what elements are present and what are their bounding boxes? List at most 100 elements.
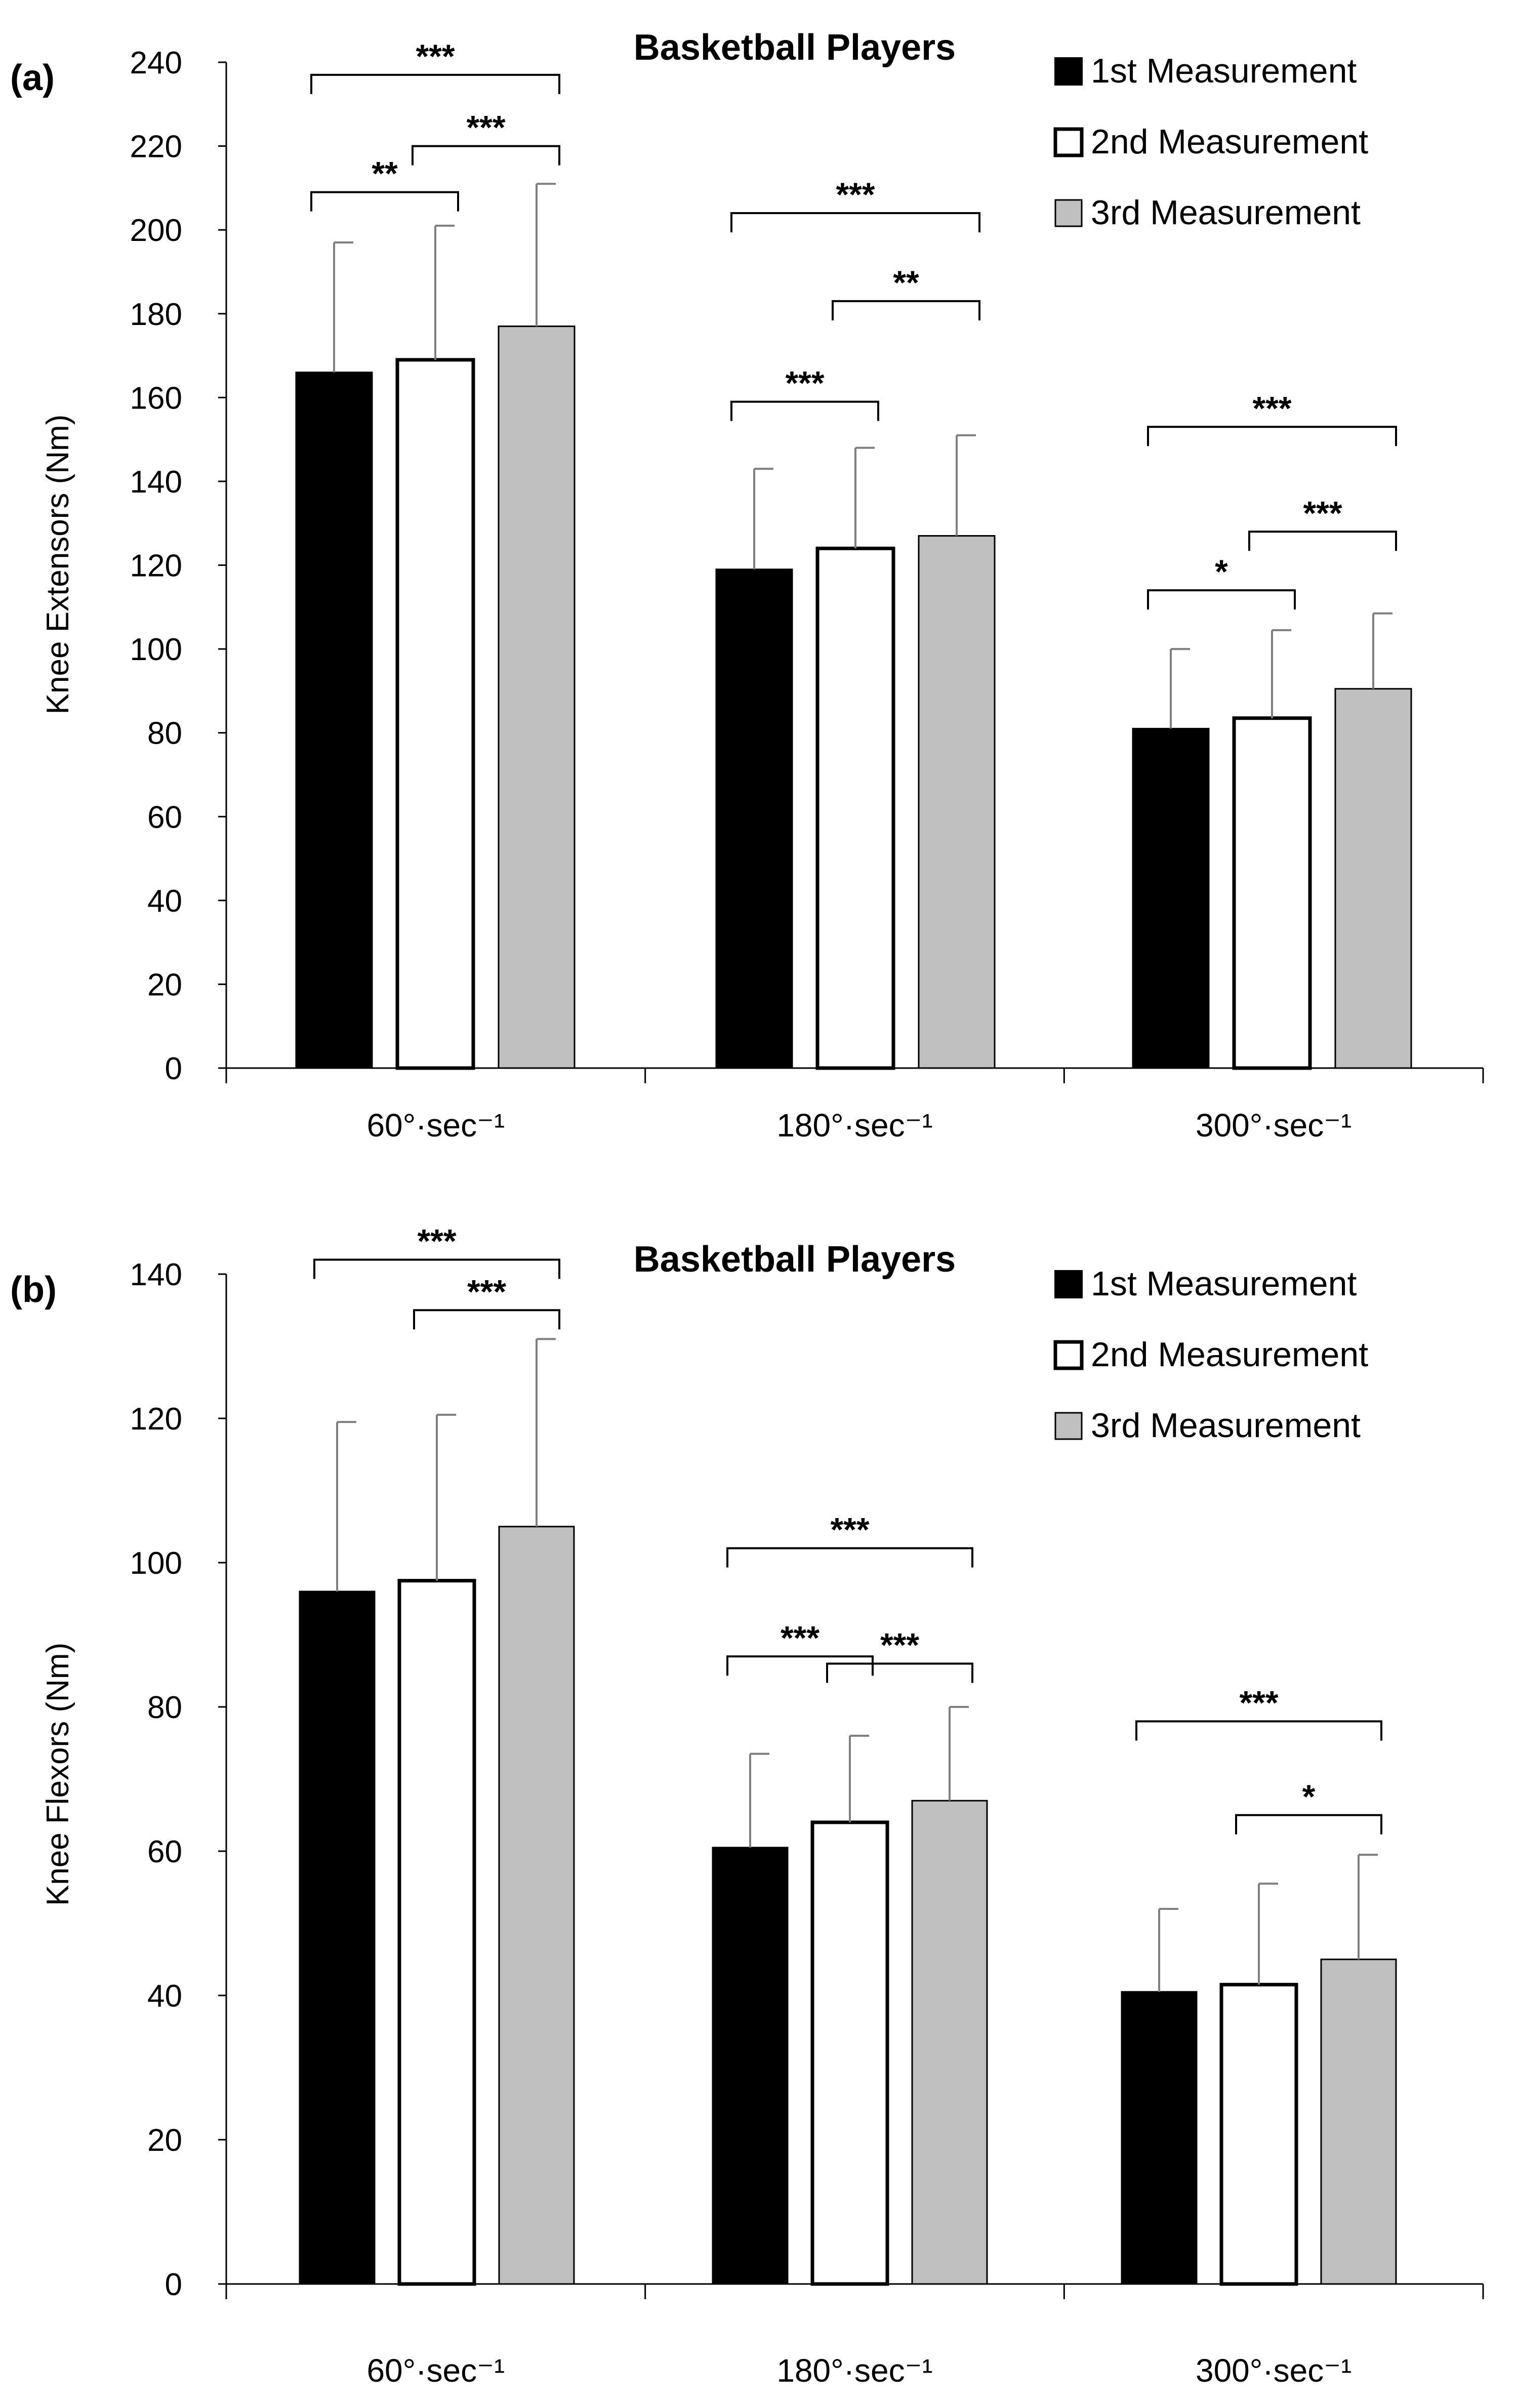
panel-b-error-bar-60-2nd bbox=[436, 1413, 456, 1581]
panel-a-significance-label: *** bbox=[1252, 389, 1291, 427]
panel-b-significance-label: *** bbox=[880, 1626, 919, 1664]
panel-b-y-tick-label: 60 bbox=[147, 1834, 182, 1869]
panel-b-bars bbox=[299, 1338, 1397, 2286]
panel-a-significance-line bbox=[730, 400, 879, 421]
panel-b-y-axis-label: Knee Flexors (Nm) bbox=[40, 1643, 75, 1906]
panel-b-legend-label-3rd: 3rd Measurement bbox=[1091, 1406, 1361, 1445]
panel-a-legend-label-3rd: 3rd Measurement bbox=[1091, 193, 1361, 232]
panel-b-significance-label: *** bbox=[467, 1273, 506, 1310]
panel-a-label: (a) bbox=[10, 58, 55, 98]
panel-a-bar-300-3rd bbox=[1334, 688, 1412, 1069]
panel-a-error-bar-300-3rd bbox=[1372, 612, 1392, 689]
panel-a-significance: *********************** bbox=[310, 37, 1397, 610]
panel-b-significance-bracket: *** bbox=[1135, 1684, 1382, 1741]
panel-a-y-axis-label: Knee Extensors (Nm) bbox=[40, 415, 75, 715]
panel-a-error-bar-300-2nd bbox=[1271, 629, 1291, 718]
panel-a-legend-swatch-1st bbox=[1054, 57, 1083, 86]
panel-b-significance-bracket: * bbox=[1235, 1778, 1382, 1834]
panel-a-legend-label-1st: 1st Measurement bbox=[1091, 52, 1357, 90]
panel-a-error-bar-60-2nd bbox=[434, 224, 455, 360]
panel-b-bar-300-3rd bbox=[1320, 1958, 1397, 2285]
panel-a-y-tick-label: 20 bbox=[147, 967, 182, 1002]
panel-a-significance-bracket: * bbox=[1147, 553, 1296, 610]
panel-a-significance-label: ** bbox=[893, 264, 919, 301]
panel-a-significance-label: * bbox=[1215, 553, 1228, 590]
panel-a-significance-bracket: ** bbox=[310, 155, 459, 212]
panel-b-significance-label: *** bbox=[417, 1222, 456, 1260]
panel-b-y-tick-label: 120 bbox=[130, 1402, 182, 1437]
panel-a-legend-swatch-2nd bbox=[1053, 127, 1084, 157]
panel-a-significance-line bbox=[832, 300, 980, 320]
panel-a-title: Basketball Players bbox=[634, 27, 956, 68]
panel-a-significance-label: *** bbox=[466, 109, 505, 146]
panel-a-error-bar-180-2nd bbox=[854, 446, 875, 549]
panel-b-significance-label: *** bbox=[781, 1619, 820, 1656]
panel-a-significance-line bbox=[730, 212, 980, 233]
panel-b-error-bar-300-2nd bbox=[1258, 1883, 1278, 1985]
panel-a-significance-label: *** bbox=[416, 37, 455, 75]
panel-a-y-tick-label: 60 bbox=[147, 800, 182, 835]
panel-a-legend-swatch-3rd bbox=[1054, 199, 1083, 227]
panel-a-category-label-180: 180°·sec⁻¹ bbox=[776, 1107, 932, 1144]
panel-b-y-tick-label: 140 bbox=[130, 1257, 182, 1292]
panel-b-label: (b) bbox=[10, 1270, 57, 1310]
panel-a-y-tick-label: 180 bbox=[130, 297, 182, 332]
panel-b-significance-bracket: *** bbox=[726, 1511, 973, 1568]
panel-a-y-tick-label: 0 bbox=[165, 1051, 182, 1086]
panel-b-bar-60-2nd bbox=[397, 1579, 476, 2286]
panel-b-error-bar-300-1st bbox=[1158, 1908, 1178, 1992]
panel-b-significance-line bbox=[413, 1309, 560, 1330]
panel-b-significance-label: *** bbox=[1239, 1684, 1278, 1722]
panel-b-bar-180-3rd bbox=[911, 1800, 988, 2285]
panel-a-significance-bracket: ** bbox=[832, 264, 980, 320]
panel-a-y-tick-label: 160 bbox=[130, 381, 182, 416]
panel-b-legend-swatch-3rd bbox=[1054, 1412, 1083, 1440]
panel-b: (b) Basketball Players Knee Flexors (Nm)… bbox=[10, 1222, 1484, 2389]
panel-b-bar-180-2nd bbox=[810, 1820, 889, 2286]
panel-a-bar-180-3rd bbox=[918, 535, 996, 1069]
panel-b-legend-swatch-1st bbox=[1054, 1270, 1083, 1298]
panel-b-category-label-300: 300°·sec⁻¹ bbox=[1196, 2352, 1351, 2389]
panel-a-y-tick-label: 200 bbox=[130, 213, 182, 248]
panel-b-significance: ************ ******* bbox=[313, 1222, 1382, 1834]
panel-a-y-tick-label: 40 bbox=[147, 884, 182, 919]
panel-a-significance-bracket: *** bbox=[1248, 494, 1397, 551]
panel-a-significance-bracket: *** bbox=[730, 176, 980, 233]
panel-a-bar-300-2nd bbox=[1232, 716, 1312, 1070]
panel-a-error-bar-60-1st bbox=[333, 241, 353, 373]
panel-a-y-tick-label: 220 bbox=[130, 130, 182, 165]
panel-a-category-label-300: 300°·sec⁻¹ bbox=[1196, 1107, 1351, 1144]
panel-b-legend-label-1st: 1st Measurement bbox=[1091, 1264, 1357, 1303]
panel-a-legend-label-2nd: 2nd Measurement bbox=[1091, 123, 1368, 161]
panel-a-significance-line bbox=[1147, 426, 1397, 446]
panel-b-error-bar-180-3rd bbox=[949, 1706, 969, 1801]
panel-a-significance-line bbox=[1147, 589, 1296, 610]
panel-a-bar-180-2nd bbox=[815, 546, 895, 1070]
panel-b-y-tick-label: 40 bbox=[147, 1979, 182, 2014]
panel-a-legend: 1st Measurement 2nd Measurement 3rd Meas… bbox=[1053, 52, 1368, 232]
panel-b-legend-swatch-2nd bbox=[1053, 1340, 1084, 1370]
panel-b-title: Basketball Players bbox=[634, 1239, 956, 1280]
panel-b-y-tick-label: 0 bbox=[165, 2267, 182, 2302]
panel-b-error-bar-180-2nd bbox=[849, 1735, 869, 1822]
panel-a-significance-bracket: *** bbox=[730, 364, 879, 421]
panel-a-significance-bracket: *** bbox=[412, 109, 560, 166]
panel-b-y-tick-label: 20 bbox=[147, 2123, 182, 2158]
panel-a-significance-bracket: *** bbox=[310, 37, 560, 94]
panel-a-significance-label: *** bbox=[836, 176, 875, 213]
panel-a-significance-line bbox=[310, 73, 560, 94]
panel-a-bar-60-1st bbox=[295, 372, 373, 1069]
panel-b-significance-line bbox=[1135, 1720, 1382, 1741]
panel-a-bar-60-3rd bbox=[498, 325, 576, 1069]
panel-b-error-bar-60-1st bbox=[336, 1421, 356, 1591]
panel-b-bar-300-1st bbox=[1121, 1991, 1198, 2285]
panel-b-significance-label: *** bbox=[830, 1511, 869, 1548]
panel-b-bar-180-1st bbox=[712, 1847, 789, 2285]
panel-a-significance-line bbox=[310, 191, 459, 212]
panel-a-y-tick-label: 120 bbox=[130, 549, 182, 584]
panel-b-significance-bracket: *** bbox=[413, 1273, 560, 1330]
panel-a-significance-line bbox=[1248, 530, 1397, 551]
panel-b-y-tick-label: 100 bbox=[130, 1546, 182, 1581]
panel-b-significance-label: * bbox=[1302, 1778, 1316, 1815]
